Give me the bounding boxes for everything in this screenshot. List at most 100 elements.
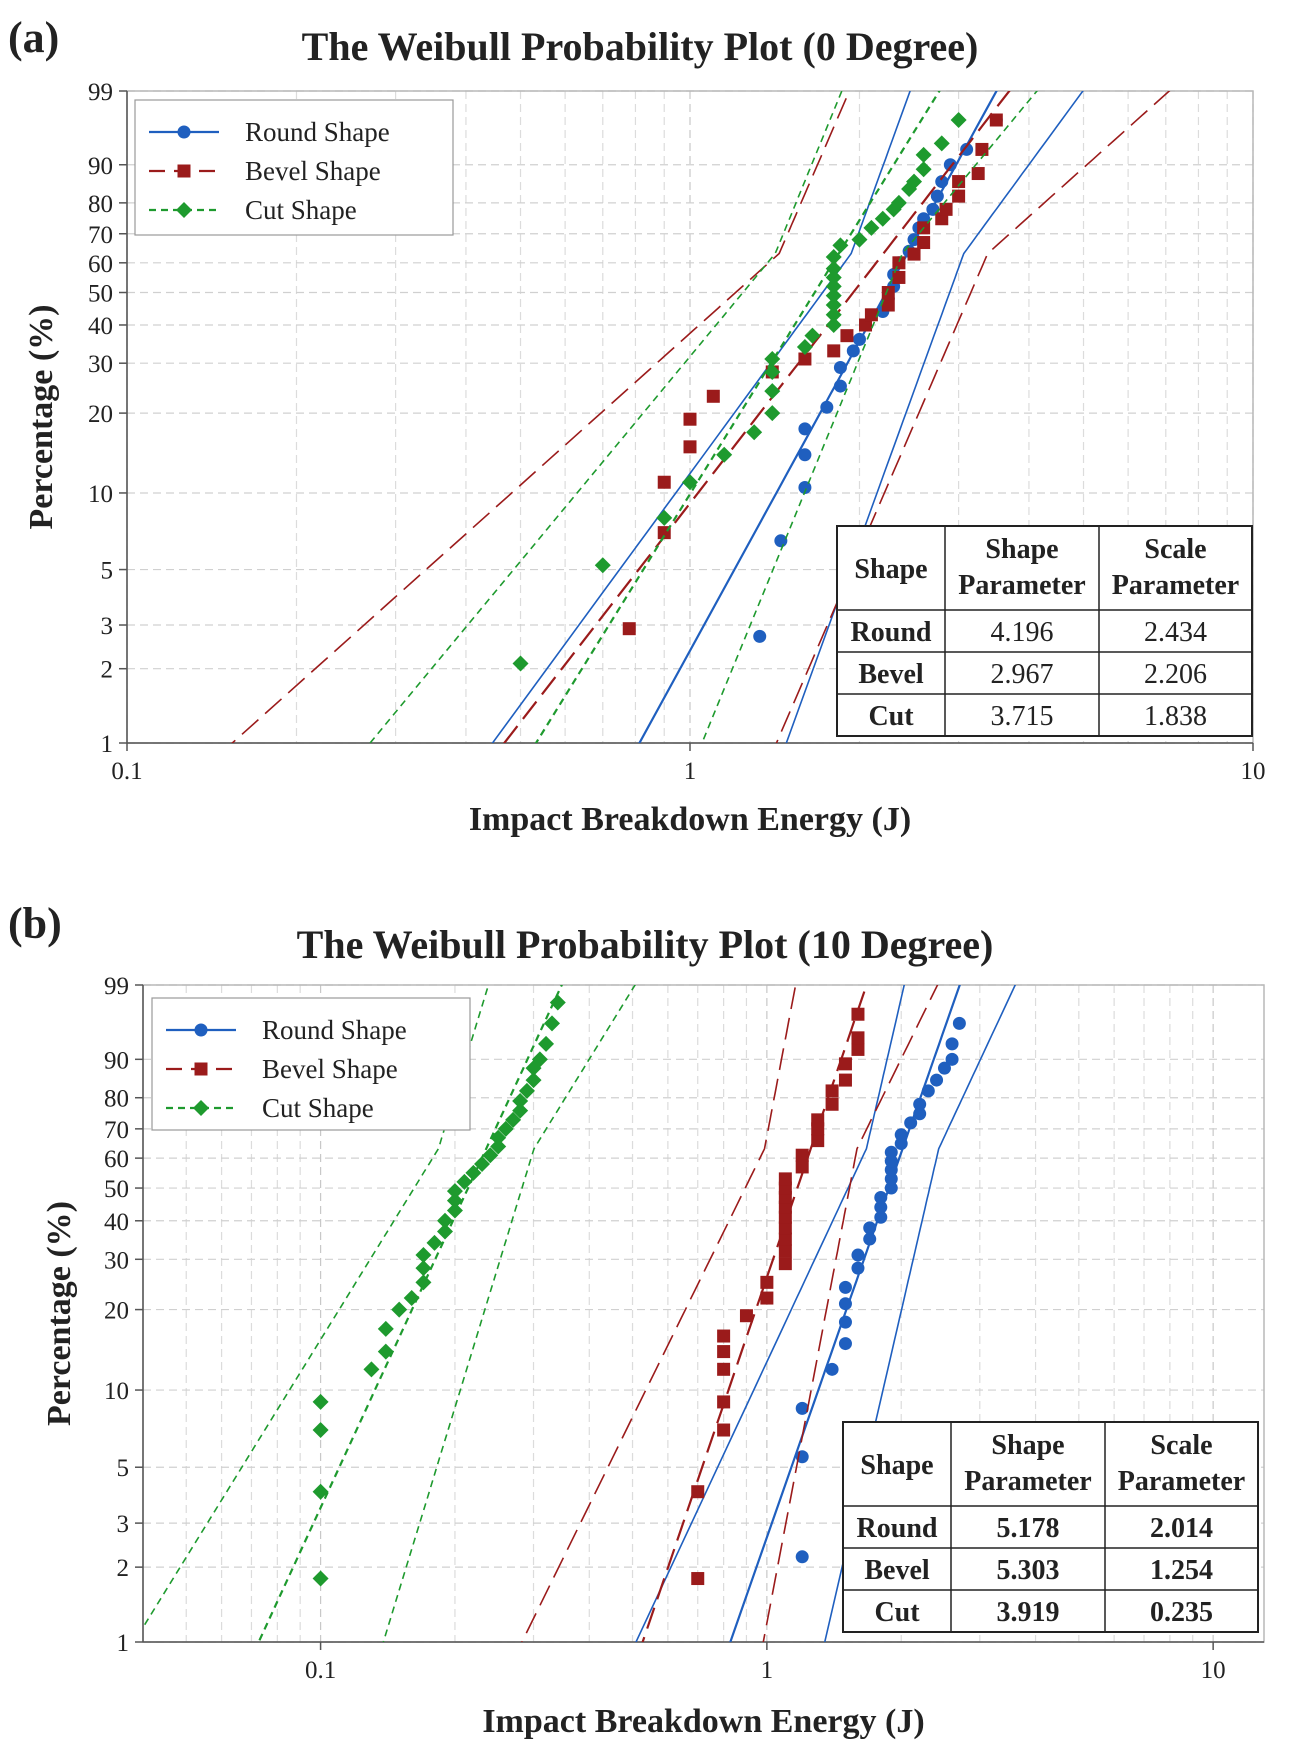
bevel-data-point xyxy=(717,1423,731,1437)
round-data-point xyxy=(852,332,866,346)
cut-data-point xyxy=(436,1212,453,1229)
y-tick-label: 99 xyxy=(88,79,113,106)
round-data-point xyxy=(894,1128,908,1142)
bevel-data-point xyxy=(691,1572,705,1586)
round-data-point xyxy=(935,175,949,189)
cut-data-point xyxy=(525,1072,542,1089)
cut-data-point xyxy=(446,1202,463,1219)
bevel-data-point xyxy=(683,412,697,426)
round-data-point xyxy=(798,448,812,462)
cut-data-point xyxy=(531,1051,548,1068)
bevel-data-point xyxy=(989,113,1003,127)
table-header: Scale Parameter xyxy=(1118,1430,1245,1497)
round-data-point xyxy=(943,158,957,172)
cut-data-point xyxy=(656,509,673,526)
cut-data-point xyxy=(415,1274,432,1291)
bevel-data-point xyxy=(622,622,636,636)
bevel-fit-line xyxy=(502,91,1011,743)
y-axis-label: Percentage (%) xyxy=(23,305,60,530)
round-data-point xyxy=(798,422,812,436)
y-tick-label: 20 xyxy=(88,401,113,428)
cut-data-point xyxy=(312,1570,329,1587)
cut-data-point xyxy=(832,237,849,254)
round-data-point xyxy=(945,1037,959,1051)
bevel-data-point xyxy=(952,189,966,203)
y-axis-label: Percentage (%) xyxy=(41,1201,78,1426)
cut-data-point xyxy=(950,112,967,129)
bevel-data-point xyxy=(717,1345,731,1359)
table-cell: 3.715 xyxy=(991,701,1054,732)
table-cell: 2.014 xyxy=(1150,1513,1213,1544)
cut-data-point xyxy=(446,1183,463,1200)
series-cut xyxy=(369,91,1038,743)
bevel-data-point xyxy=(827,344,841,358)
y-tick-label: 1 xyxy=(117,1630,130,1657)
weibull-chart-b: (b) The Weibull Probability Plot (10 Degr… xyxy=(8,899,1265,1740)
cut-data-point xyxy=(825,278,842,295)
bevel-data-point xyxy=(811,1113,825,1127)
round-data-point xyxy=(863,1232,877,1246)
round-data-point xyxy=(774,534,788,548)
bevel-confidence-bound-lower xyxy=(521,985,797,1642)
table-cell: 2.434 xyxy=(1144,617,1207,648)
x-tick-label: 10 xyxy=(1201,1657,1226,1684)
cut-data-point xyxy=(825,287,842,304)
cut-data-point xyxy=(716,446,733,463)
bevel-data-point xyxy=(717,1395,731,1409)
cut-confidence-bound-upper xyxy=(701,91,1038,743)
round-data-point xyxy=(851,1261,865,1275)
cut-data-point xyxy=(915,146,932,163)
bevel-data-point xyxy=(881,286,895,300)
x-axis-label: Impact Breakdown Energy (J) xyxy=(482,1703,924,1740)
cut-data-point xyxy=(512,1093,529,1110)
y-tick-label: 50 xyxy=(104,1176,129,1203)
round-data-point xyxy=(930,189,944,203)
cut-data-point xyxy=(543,1015,560,1032)
parameter-table: Shape Shape Parameter Scale Parameter Round 5.… xyxy=(842,1421,1259,1633)
bevel-data-point xyxy=(975,142,989,156)
x-tick-label: 1 xyxy=(761,1657,774,1684)
bevel-data-point xyxy=(778,1257,792,1271)
bevel-data-point xyxy=(739,1309,753,1323)
y-tick-label: 10 xyxy=(88,481,113,508)
round-confidence-bound-upper xyxy=(785,91,1084,743)
legend-marker-cut xyxy=(193,1100,209,1116)
y-tick-label: 99 xyxy=(104,973,129,1000)
bevel-data-point xyxy=(760,1275,774,1289)
cut-data-point xyxy=(415,1247,432,1264)
bevel-data-point xyxy=(892,256,906,270)
bevel-data-point xyxy=(971,167,985,181)
cut-fit-line xyxy=(257,985,563,1642)
parameter-table: Shape Shape Parameter Scale Parameter Round 4.… xyxy=(836,525,1253,737)
x-tick-label: 0.1 xyxy=(305,1657,336,1684)
bevel-data-point xyxy=(657,475,671,489)
round-data-point xyxy=(952,1016,966,1030)
bevel-confidence-bound-lower xyxy=(231,91,851,743)
bevel-data-point xyxy=(952,175,966,189)
bevel-data-point xyxy=(840,329,854,343)
cut-data-point xyxy=(497,1120,514,1137)
y-tick-label: 30 xyxy=(104,1247,129,1274)
cut-data-point xyxy=(764,405,781,422)
table-border xyxy=(836,525,1253,737)
table-header: Shape Parameter xyxy=(958,534,1085,601)
bevel-data-point xyxy=(795,1148,809,1162)
bevel-data-point xyxy=(717,1329,731,1343)
cut-data-point xyxy=(312,1393,329,1410)
y-tick-label: 90 xyxy=(104,1047,129,1074)
bevel-confidence-bound-upper xyxy=(775,91,1171,743)
table-cell: 0.235 xyxy=(1150,1597,1213,1628)
legend-marker-bevel xyxy=(194,1062,208,1076)
cut-data-point xyxy=(377,1343,394,1360)
bevel-confidence-bound-upper xyxy=(762,985,939,1642)
y-tick-label: 70 xyxy=(104,1117,129,1144)
round-data-point xyxy=(874,1190,888,1204)
round-data-point xyxy=(904,1116,918,1130)
cut-data-point xyxy=(851,231,868,248)
cut-data-point xyxy=(746,424,763,441)
x-axis-label: Impact Breakdown Energy (J) xyxy=(469,801,911,838)
legend-label-bevel: Bevel Shape xyxy=(262,1054,398,1084)
cut-data-point xyxy=(456,1173,473,1190)
cut-fit-line xyxy=(534,91,941,743)
round-data-point xyxy=(795,1401,809,1415)
